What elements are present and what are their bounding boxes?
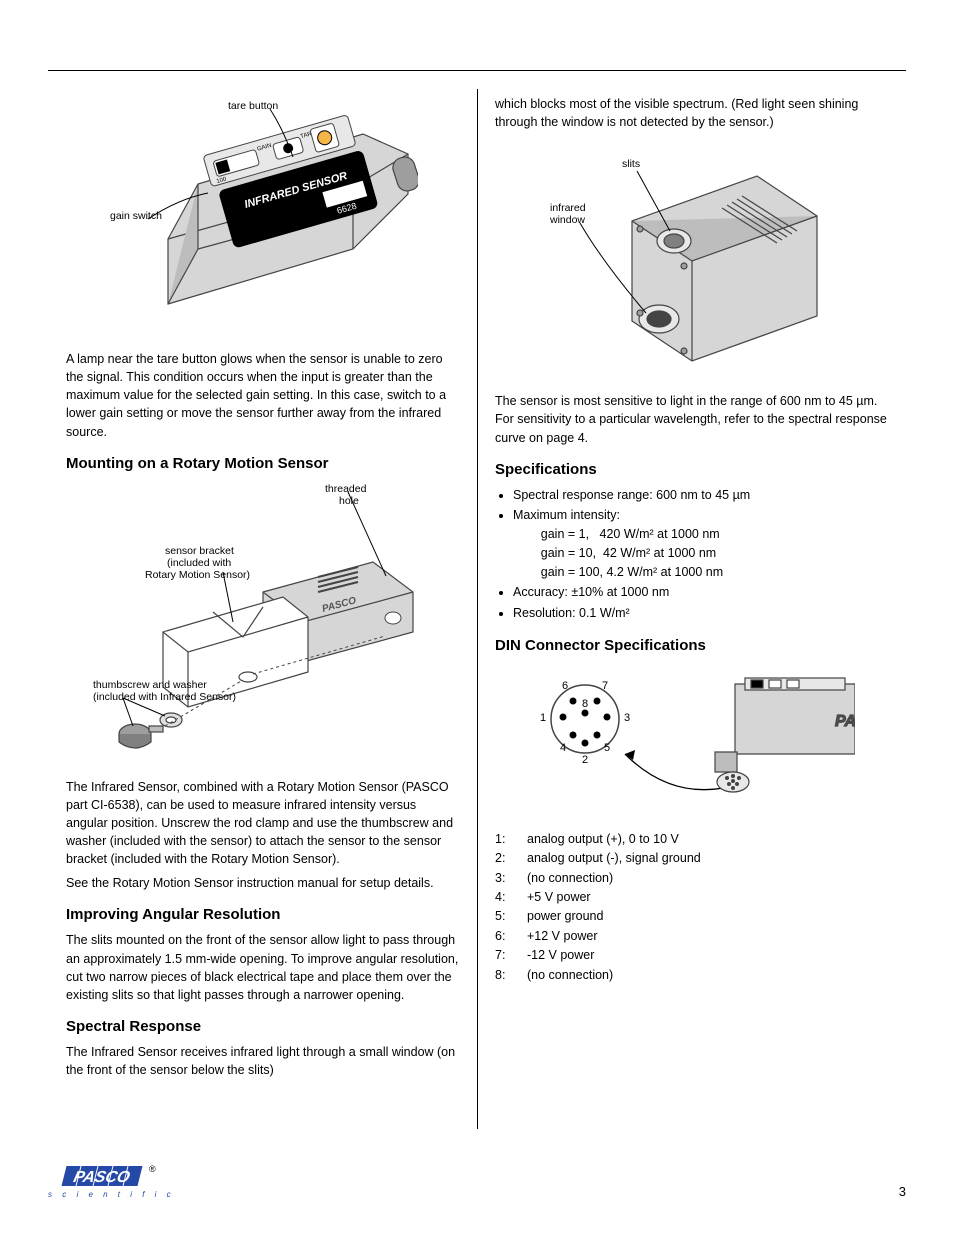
right-column: which blocks most of the visible spectru… xyxy=(477,89,906,1129)
spec-item: Accuracy: ±10% at 1000 nm xyxy=(513,583,888,602)
svg-text:3: 3 xyxy=(624,712,630,724)
heading-resolution: Improving Angular Resolution xyxy=(66,906,459,923)
pin-row: 6:+12 V power xyxy=(495,927,888,946)
pin-row: 7:-12 V power xyxy=(495,946,888,965)
spec-item: Maximum intensity: gain = 1, 420 W/m² at… xyxy=(513,506,888,581)
figure-connector: 1 3 4 5 2 6 7 8 xyxy=(495,664,888,814)
top-rule xyxy=(48,70,906,71)
pasco-logo-svg: PASCO ® xyxy=(53,1164,169,1192)
para-resolution: The slits mounted on the front of the se… xyxy=(66,931,459,1004)
column-divider xyxy=(477,89,478,1129)
mounting-svg: PASCO xyxy=(93,482,433,762)
callout-slits: slits xyxy=(622,158,640,170)
page-number: 3 xyxy=(899,1184,906,1199)
sensor-top-svg: INFRARED SENSOR 6628 GAIN TARE xyxy=(108,99,418,334)
pin-table: 1:analog output (+), 0 to 10 V 2:analog … xyxy=(495,830,888,985)
spec-item: Spectral response range: 600 nm to 45 µm xyxy=(513,486,888,505)
callout-threaded-2: hole xyxy=(339,495,359,507)
callout-bracket-1: sensor bracket xyxy=(165,545,234,557)
svg-text:5: 5 xyxy=(604,742,610,754)
logo-subtitle: s c i e n t i f i c xyxy=(48,1190,175,1199)
pin-row: 4:+5 V power xyxy=(495,888,888,907)
svg-text:7: 7 xyxy=(602,680,608,692)
figure-mounting: PASCO xyxy=(66,482,459,762)
callout-threaded-1: threaded xyxy=(325,483,367,495)
callout-gain-switch: gain switch xyxy=(110,210,162,222)
svg-text:2: 2 xyxy=(582,754,588,766)
svg-text:6: 6 xyxy=(562,680,568,692)
connector-svg: 1 3 4 5 2 6 7 8 xyxy=(525,664,855,814)
svg-text:®: ® xyxy=(149,1164,156,1174)
page-root: INFRARED SENSOR 6628 GAIN TARE xyxy=(0,0,954,1235)
para-response: The Infrared Sensor receives infrared li… xyxy=(66,1043,459,1079)
pin-row: 5:power ground xyxy=(495,907,888,926)
svg-text:1: 1 xyxy=(540,712,546,724)
figure-front: PASCO slits infrared window xyxy=(495,141,888,376)
para-after-fig3: The sensor is most sensitive to light in… xyxy=(495,392,888,446)
spec-list: Spectral response range: 600 nm to 45 µm… xyxy=(513,486,888,623)
callout-window-1: infrared xyxy=(550,202,586,214)
callout-tare-button: tare button xyxy=(228,100,278,112)
para-right-top: which blocks most of the visible spectru… xyxy=(495,95,888,131)
svg-text:4: 4 xyxy=(560,742,566,754)
svg-text:8: 8 xyxy=(582,698,588,710)
callout-bracket-2: (included with xyxy=(167,557,231,569)
pasco-logo: PASCO ® s c i e n t i f i c xyxy=(48,1164,175,1199)
page-footer: PASCO ® s c i e n t i f i c 3 xyxy=(48,1164,906,1199)
pin-row: 2:analog output (-), signal ground xyxy=(495,849,888,868)
spec-item: Resolution: 0.1 W/m² xyxy=(513,604,888,623)
left-column: INFRARED SENSOR 6628 GAIN TARE xyxy=(48,89,477,1129)
heading-pin: DIN Connector Specifications xyxy=(495,637,888,654)
pin-row: 1:analog output (+), 0 to 10 V xyxy=(495,830,888,849)
pin-row: 8:(no connection) xyxy=(495,966,888,985)
callout-window-2: window xyxy=(549,214,585,226)
two-column-layout: INFRARED SENSOR 6628 GAIN TARE xyxy=(48,89,906,1129)
heading-response: Spectral Response xyxy=(66,1018,459,1035)
heading-mounting: Mounting on a Rotary Motion Sensor xyxy=(66,455,459,472)
pin-row: 3:(no connection) xyxy=(495,869,888,888)
callout-thumb-2: (included with Infrared Sensor) xyxy=(93,691,236,703)
para-mount-2: See the Rotary Motion Sensor instruction… xyxy=(66,874,459,892)
heading-spec: Specifications xyxy=(495,461,888,478)
figure-sensor-top: INFRARED SENSOR 6628 GAIN TARE xyxy=(66,99,459,334)
callout-bracket-3: Rotary Motion Sensor) xyxy=(145,569,250,581)
svg-text:PAS: PAS xyxy=(835,713,855,730)
para-mount-1: The Infrared Sensor, combined with a Rot… xyxy=(66,778,459,869)
para-lamp: A lamp near the tare button glows when t… xyxy=(66,350,459,441)
callout-thumb-1: thumbscrew and washer xyxy=(93,679,207,691)
front-svg: PASCO slits infrared window xyxy=(542,141,842,376)
logo-text: PASCO xyxy=(72,1168,132,1186)
